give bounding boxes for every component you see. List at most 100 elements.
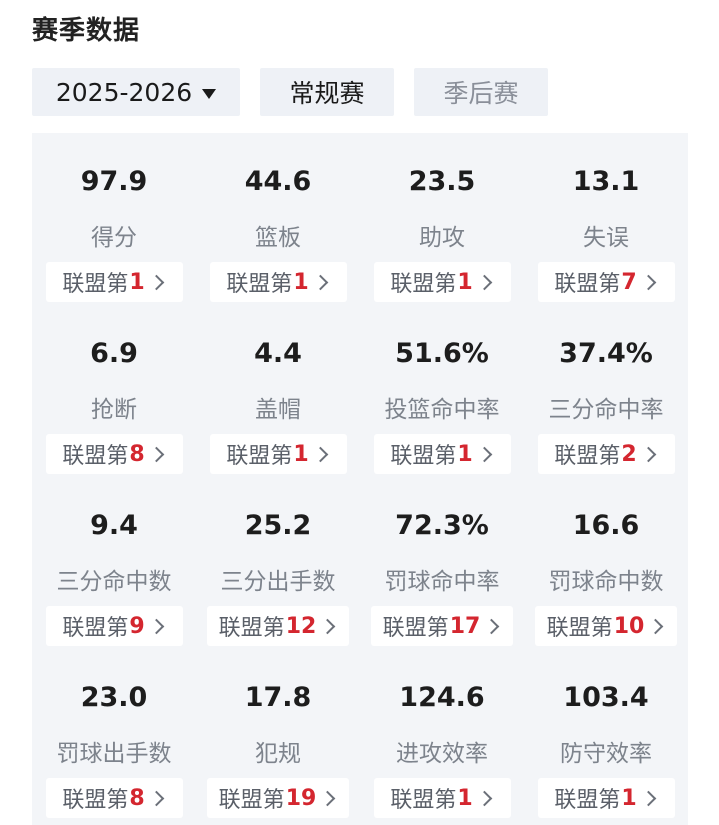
stat-label: 篮板 (255, 223, 301, 253)
league-rank-link[interactable]: 联盟第 1 (46, 262, 183, 302)
stat-value: 16.6 (573, 509, 640, 543)
league-rank-link[interactable]: 联盟第 1 (210, 262, 347, 302)
league-rank-link[interactable]: 联盟第 1 (374, 434, 511, 474)
stat-card: 44.6 篮板联盟第 1 (196, 133, 360, 305)
rank-prefix: 联盟第 (62, 610, 128, 642)
rank-number: 10 (614, 614, 645, 639)
rank-prefix: 联盟第 (226, 438, 292, 470)
stat-card: 103.4 防守效率联盟第 1 (524, 649, 688, 821)
league-rank-link[interactable]: 联盟第 7 (538, 262, 675, 302)
league-rank-link[interactable]: 联盟第 12 (207, 606, 350, 646)
stat-value: 6.9 (90, 337, 138, 371)
rank-number: 1 (621, 786, 636, 811)
league-rank-link[interactable]: 联盟第 1 (538, 778, 675, 818)
stat-card: 124.6 进攻效率联盟第 1 (360, 649, 524, 821)
stat-label: 罚球命中率 (385, 567, 500, 597)
rank-prefix: 联盟第 (219, 782, 285, 814)
stat-card: 72.3% 罚球命中率联盟第 17 (360, 477, 524, 649)
league-rank-link[interactable]: 联盟第 10 (535, 606, 678, 646)
stat-card: 37.4% 三分命中率 联盟第 2 (524, 305, 688, 477)
rank-prefix: 联盟第 (390, 782, 456, 814)
stat-label: 盖帽 (255, 395, 301, 425)
rank-prefix: 联盟第 (62, 438, 128, 470)
rank-number: 19 (286, 786, 317, 811)
rank-prefix: 联盟第 (390, 266, 456, 298)
rank-number: 1 (293, 270, 308, 295)
chevron-right-icon (640, 274, 656, 290)
rank-prefix: 联盟第 (62, 266, 128, 298)
stat-label: 进攻效率 (396, 739, 488, 769)
rank-prefix: 联盟第 (554, 266, 620, 298)
chevron-right-icon (312, 274, 328, 290)
league-rank-link[interactable]: 联盟第 1 (374, 262, 511, 302)
league-rank-link[interactable]: 联盟第 2 (538, 434, 675, 474)
caret-down-icon (202, 89, 216, 99)
stat-label: 抢断 (91, 395, 137, 425)
stat-value: 17.8 (245, 681, 312, 715)
stat-card: 97.9 得分联盟第 1 (32, 133, 196, 305)
chevron-right-icon (640, 446, 656, 462)
stat-value: 4.4 (254, 337, 302, 371)
chevron-right-icon (648, 618, 664, 634)
rank-prefix: 联盟第 (226, 266, 292, 298)
stat-label: 防守效率 (560, 739, 652, 769)
stat-card: 25.2 三分出手数 联盟第 12 (196, 477, 360, 649)
tab-playoffs[interactable]: 季后赛 (414, 68, 548, 116)
league-rank-link[interactable]: 联盟第 1 (210, 434, 347, 474)
stat-value: 37.4% (559, 337, 653, 371)
stat-value: 23.5 (409, 165, 476, 199)
rank-prefix: 联盟第 (547, 610, 613, 642)
stat-card: 4.4 盖帽联盟第 1 (196, 305, 360, 477)
rank-prefix: 联盟第 (219, 610, 285, 642)
rank-number: 2 (621, 442, 636, 467)
stat-card: 6.9 抢断联盟第 8 (32, 305, 196, 477)
stat-card: 16.6 罚球命中数 联盟第 10 (524, 477, 688, 649)
league-rank-link[interactable]: 联盟第 17 (371, 606, 514, 646)
tab-regular-season[interactable]: 常规赛 (260, 68, 394, 116)
league-rank-link[interactable]: 联盟第 1 (374, 778, 511, 818)
rank-number: 8 (129, 442, 144, 467)
rank-prefix: 联盟第 (383, 610, 449, 642)
chevron-right-icon (484, 618, 500, 634)
stat-card: 13.1 失误 联盟第 7 (524, 133, 688, 305)
league-rank-link[interactable]: 联盟第 19 (207, 778, 350, 818)
rank-prefix: 联盟第 (554, 782, 620, 814)
chevron-right-icon (476, 274, 492, 290)
chevron-right-icon (148, 790, 164, 806)
rank-number: 1 (457, 786, 472, 811)
season-select[interactable]: 2025-2026 (32, 68, 240, 116)
stat-label: 得分 (91, 223, 137, 253)
stat-value: 97.9 (81, 165, 148, 199)
rank-number: 1 (293, 442, 308, 467)
league-rank-link[interactable]: 联盟第 9 (46, 606, 183, 646)
stat-card: 51.6% 投篮命中率联盟第 1 (360, 305, 524, 477)
stat-label: 罚球出手数 (57, 739, 172, 769)
stat-label: 助攻 (419, 223, 465, 253)
stat-label: 投篮命中率 (385, 395, 500, 425)
league-rank-link[interactable]: 联盟第 8 (46, 434, 183, 474)
rank-number: 1 (457, 270, 472, 295)
stat-value: 9.4 (90, 509, 138, 543)
stat-value: 44.6 (245, 165, 312, 199)
stat-label: 三分命中数 (57, 567, 172, 597)
chevron-right-icon (148, 446, 164, 462)
stat-value: 72.3% (395, 509, 489, 543)
rank-prefix: 联盟第 (390, 438, 456, 470)
stat-label: 失误 (583, 223, 629, 253)
rank-number: 9 (129, 614, 144, 639)
rank-number: 1 (129, 270, 144, 295)
stat-value: 124.6 (399, 681, 484, 715)
chevron-right-icon (312, 446, 328, 462)
stat-label: 三分出手数 (221, 567, 336, 597)
stat-card: 23.5 助攻联盟第 1 (360, 133, 524, 305)
league-rank-link[interactable]: 联盟第 8 (46, 778, 183, 818)
chevron-right-icon (148, 274, 164, 290)
chevron-right-icon (640, 790, 656, 806)
season-select-value: 2025-2026 (56, 78, 192, 107)
stat-value: 51.6% (395, 337, 489, 371)
chevron-right-icon (476, 446, 492, 462)
stat-card: 23.0 罚球出手数 联盟第 8 (32, 649, 196, 821)
stat-value: 103.4 (563, 681, 648, 715)
stat-card: 17.8 犯规 联盟第 19 (196, 649, 360, 821)
stats-grid: 97.9 得分 联盟第 1 44.6 篮板 联盟第 1 23.5 助攻 联盟第 1 13.1 失误 联盟第 7… (32, 133, 688, 825)
